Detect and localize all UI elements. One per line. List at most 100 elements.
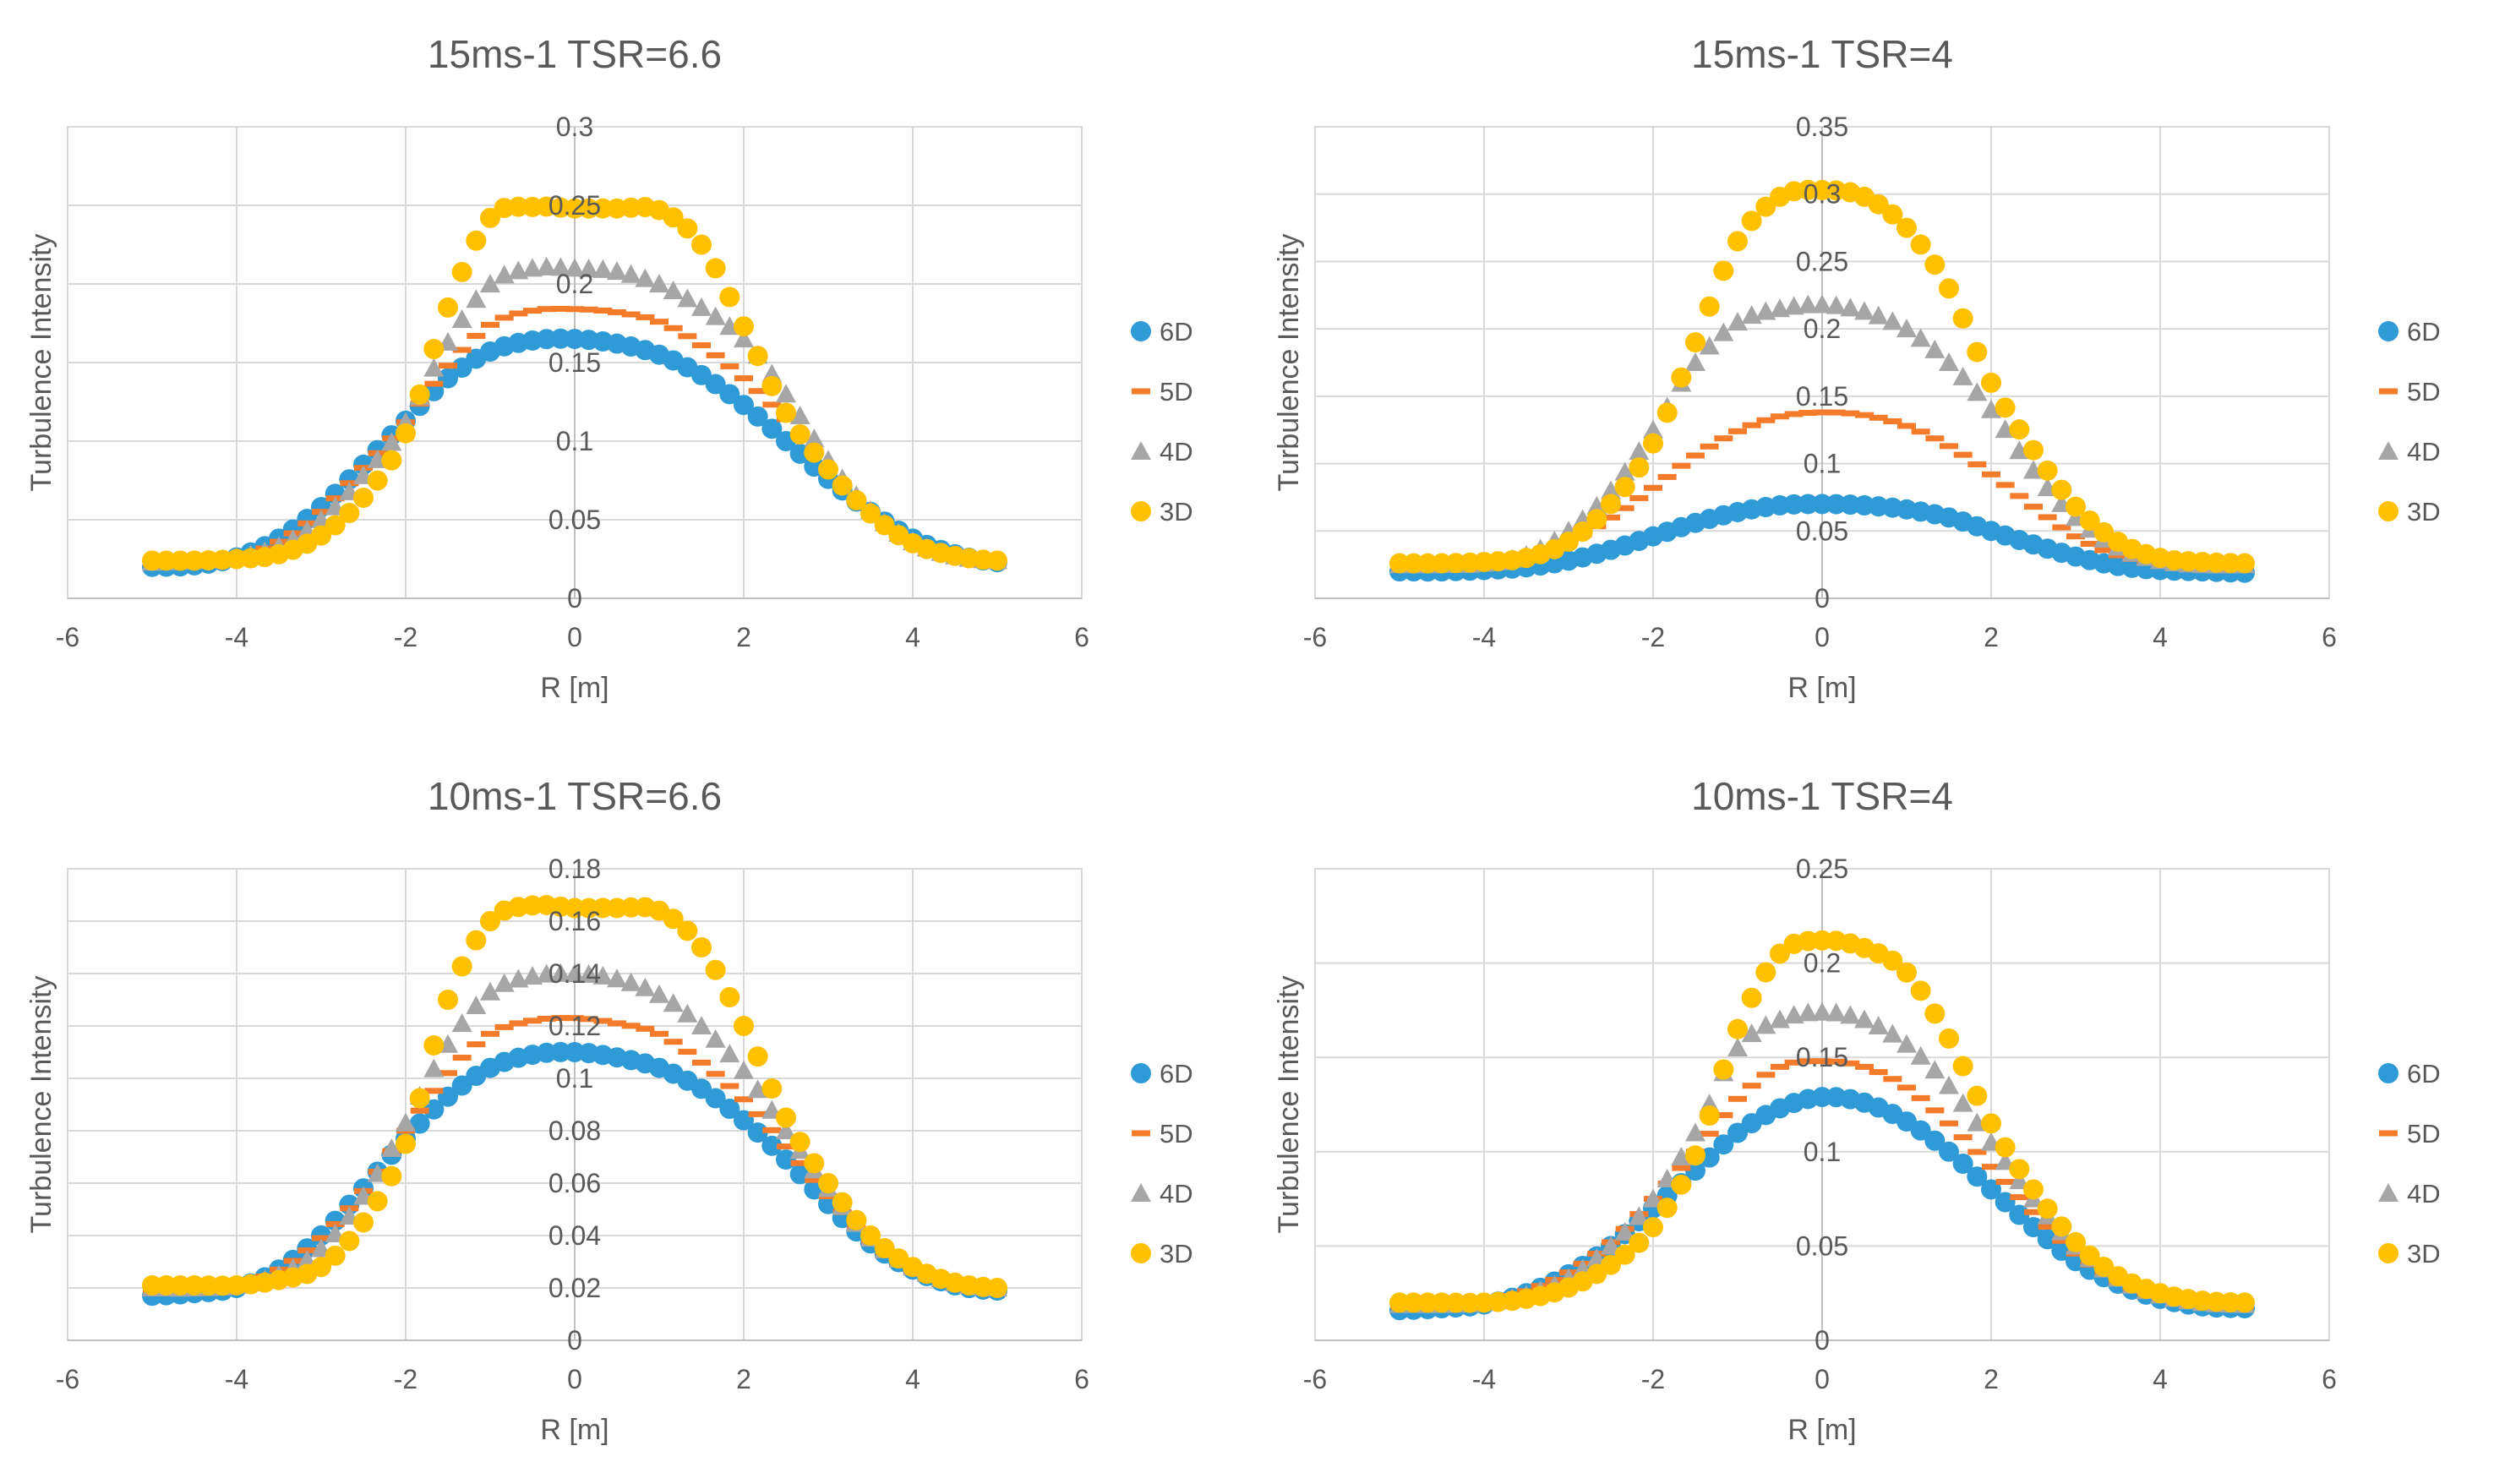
data-point-5D	[1813, 1058, 1831, 1065]
data-point-4D	[1924, 1060, 1946, 1079]
data-point-4D	[1896, 319, 1917, 338]
legend: 6D 5D 4D 3D	[1131, 317, 1193, 526]
data-point-4D	[1783, 296, 1804, 315]
data-point-3D	[818, 1173, 838, 1193]
data-point-3D	[987, 550, 1007, 571]
data-point-3D	[1924, 1003, 1946, 1024]
data-point-5D	[2038, 514, 2057, 521]
y-tick-label: 0.15	[548, 347, 601, 378]
data-point-3D	[1432, 553, 1452, 574]
data-point-3D	[409, 1088, 430, 1109]
data-point-3D	[367, 470, 388, 491]
data-point-4D	[423, 1058, 445, 1078]
data-point-4D	[1910, 328, 1931, 347]
data-point-4D	[1629, 1206, 1650, 1225]
data-point-4D	[620, 972, 641, 991]
data-point-5D	[579, 306, 598, 313]
data-point-5D	[734, 1096, 753, 1103]
data-point-5D	[1700, 443, 1719, 450]
data-point-6D	[734, 395, 754, 416]
data-point-3D	[156, 550, 177, 571]
data-point-5D	[565, 1015, 584, 1022]
data-point-4D	[663, 993, 684, 1012]
legend-label-5D: 5D	[1160, 1119, 1193, 1148]
legend-label-4D: 4D	[2407, 437, 2441, 466]
data-point-3D	[423, 339, 445, 360]
chart-title: 10ms-1 TSR=4	[1691, 774, 1953, 818]
data-point-5D	[720, 363, 739, 369]
data-point-5D	[1784, 1059, 1804, 1066]
data-point-4D	[1727, 1038, 1748, 1057]
data-point-5D	[1826, 1058, 1846, 1065]
y-tick-label: 0.15	[1796, 381, 1848, 412]
x-tick-label: 6	[1074, 622, 1089, 652]
data-point-6D	[1713, 1134, 1734, 1155]
data-point-4D	[649, 274, 669, 292]
data-point-6D	[1783, 494, 1804, 515]
data-point-3D	[466, 930, 487, 951]
data-point-6D	[1798, 494, 1819, 515]
data-point-4D	[705, 306, 726, 325]
data-point-3D	[2079, 1245, 2100, 1266]
data-point-5D	[663, 1039, 683, 1045]
data-point-3D	[1403, 1292, 1424, 1313]
data-point-4D	[508, 260, 529, 280]
data-point-5D	[593, 1018, 613, 1024]
data-point-3D	[339, 1230, 360, 1252]
y-tick-label: 0.2	[1804, 948, 1841, 979]
data-point-5D	[1953, 1134, 1973, 1141]
data-point-4D	[804, 428, 825, 448]
y-tick-label: 0.25	[1796, 246, 1848, 276]
y-tick-label: 0.04	[548, 1220, 601, 1251]
data-point-3D	[1981, 1113, 2001, 1134]
data-point-6D	[2023, 1217, 2044, 1238]
data-point-5D	[1771, 413, 1789, 420]
data-point-4D	[1586, 495, 1607, 515]
x-tick-label: -6	[56, 1364, 79, 1394]
data-point-6D	[761, 418, 783, 439]
data-point-5D	[1798, 1058, 1818, 1065]
x-tick-label: 6	[1074, 1364, 1089, 1394]
data-point-3D	[480, 207, 500, 228]
data-point-5D	[706, 352, 725, 358]
data-point-5D	[636, 1025, 655, 1032]
data-point-4D	[1727, 312, 1748, 331]
data-point-4D	[677, 288, 698, 308]
data-point-4D	[691, 1016, 712, 1034]
legend-label-4D: 4D	[1160, 1179, 1193, 1208]
data-point-3D	[1643, 433, 1663, 454]
data-point-3D	[719, 987, 740, 1008]
data-point-4D	[565, 963, 585, 982]
data-point-3D	[846, 489, 867, 510]
legend-marker-3D	[1131, 1243, 1151, 1263]
data-point-3D	[1981, 372, 2001, 393]
data-point-3D	[170, 1274, 191, 1296]
data-point-5D	[650, 1030, 669, 1037]
x-tick-label: 0	[1815, 622, 1830, 652]
data-point-5D	[2024, 1208, 2043, 1215]
data-point-3D	[1713, 1059, 1734, 1080]
data-point-5D	[1714, 1112, 1733, 1119]
data-point-5D	[621, 311, 641, 318]
data-point-5D	[565, 306, 584, 313]
data-point-6D	[761, 1135, 783, 1156]
data-point-4D	[381, 1138, 402, 1158]
data-point-3D	[1656, 1198, 1678, 1219]
data-point-5D	[1798, 410, 1818, 417]
data-point-5D	[579, 1016, 598, 1023]
data-point-4D	[1981, 399, 2001, 418]
data-point-4D	[1825, 295, 1847, 314]
data-point-3D	[804, 1153, 825, 1174]
data-point-3D	[1586, 509, 1607, 530]
data-point-4D	[1854, 301, 1875, 320]
data-point-4D	[550, 257, 571, 276]
legend-marker-6D	[2378, 1063, 2398, 1083]
data-point-5D	[1911, 1094, 1930, 1101]
data-point-5D	[467, 1041, 486, 1048]
legend-label-3D: 3D	[1160, 1239, 1193, 1268]
data-point-6D	[1967, 1166, 1988, 1187]
data-point-4D	[522, 966, 543, 985]
y-tick-label: 0.35	[1796, 112, 1848, 142]
data-point-3D	[381, 450, 402, 471]
data-point-3D	[1952, 308, 1973, 329]
